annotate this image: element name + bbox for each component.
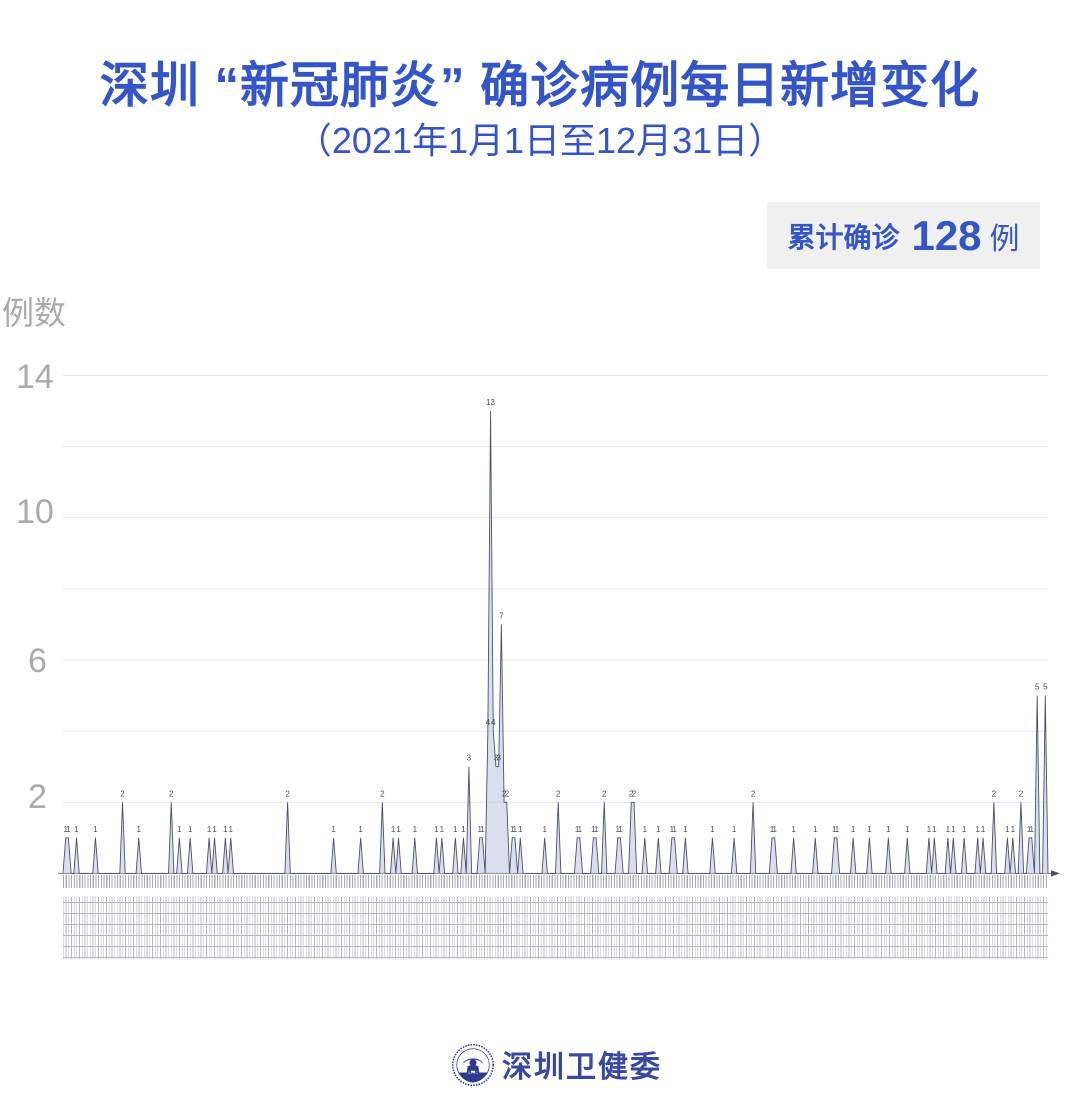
svg-text:1: 1	[434, 825, 439, 834]
svg-text:1: 1	[656, 825, 661, 834]
svg-text:1: 1	[1030, 825, 1035, 834]
svg-text:7: 7	[499, 611, 504, 620]
svg-text:4: 4	[486, 718, 491, 727]
svg-text:1: 1	[835, 825, 840, 834]
svg-text:2: 2	[120, 789, 125, 798]
svg-text:3: 3	[467, 754, 472, 763]
svg-text:1: 1	[772, 825, 777, 834]
svg-text:1: 1	[177, 825, 182, 834]
svg-text:1: 1	[413, 825, 418, 834]
svg-text:1: 1	[1011, 825, 1016, 834]
svg-text:1: 1	[905, 825, 910, 834]
svg-text:1: 1	[223, 825, 228, 834]
svg-text:1: 1	[331, 825, 336, 834]
svg-text:1: 1	[578, 825, 583, 834]
svg-text:1: 1	[927, 825, 932, 834]
svg-text:2: 2	[751, 789, 756, 798]
svg-text:1: 1	[643, 825, 648, 834]
svg-text:5: 5	[1043, 683, 1048, 692]
svg-text:1: 1	[946, 825, 951, 834]
svg-text:1: 1	[518, 825, 523, 834]
svg-text:1: 1	[683, 825, 688, 834]
svg-text:1: 1	[813, 825, 818, 834]
svg-text:1: 1	[981, 825, 986, 834]
svg-text:2: 2	[380, 789, 385, 798]
svg-text:1: 1	[962, 825, 967, 834]
svg-text:1: 1	[207, 825, 212, 834]
svg-text:1: 1	[93, 825, 98, 834]
svg-text:1: 1	[886, 825, 891, 834]
svg-text:1: 1	[188, 825, 193, 834]
svg-text:5: 5	[1035, 683, 1040, 692]
svg-text:2: 2	[556, 789, 561, 798]
svg-text:1: 1	[480, 825, 485, 834]
svg-text:1: 1	[212, 825, 217, 834]
svg-text:2: 2	[285, 789, 290, 798]
svg-text:1: 1	[710, 825, 715, 834]
svg-text:1: 1	[672, 825, 677, 834]
svg-text:1: 1	[951, 825, 956, 834]
svg-text:13: 13	[486, 398, 495, 407]
svg-text:1: 1	[975, 825, 980, 834]
svg-text:1: 1	[229, 825, 234, 834]
svg-text:2: 2	[169, 789, 174, 798]
svg-text:3: 3	[496, 754, 501, 763]
svg-text:1: 1	[791, 825, 796, 834]
svg-text:1: 1	[391, 825, 396, 834]
svg-text:1: 1	[594, 825, 599, 834]
svg-text:1: 1	[1005, 825, 1010, 834]
svg-text:1: 1	[513, 825, 518, 834]
svg-text:1: 1	[358, 825, 363, 834]
svg-text:1: 1	[453, 825, 458, 834]
svg-text:1: 1	[932, 825, 937, 834]
svg-text:1: 1	[732, 825, 737, 834]
svg-text:2: 2	[505, 789, 510, 798]
svg-text:1: 1	[66, 825, 71, 834]
svg-text:1: 1	[74, 825, 79, 834]
svg-text:1: 1	[618, 825, 623, 834]
svg-text:4: 4	[491, 718, 496, 727]
svg-text:1: 1	[851, 825, 856, 834]
svg-text:1: 1	[542, 825, 547, 834]
svg-text:2: 2	[1019, 789, 1024, 798]
svg-text:2: 2	[992, 789, 997, 798]
svg-text:2: 2	[602, 789, 607, 798]
svg-text:1: 1	[461, 825, 466, 834]
svg-text:2: 2	[632, 789, 637, 798]
svg-text:1: 1	[137, 825, 142, 834]
svg-text:1: 1	[440, 825, 445, 834]
svg-text:1: 1	[396, 825, 401, 834]
svg-text:1: 1	[867, 825, 872, 834]
